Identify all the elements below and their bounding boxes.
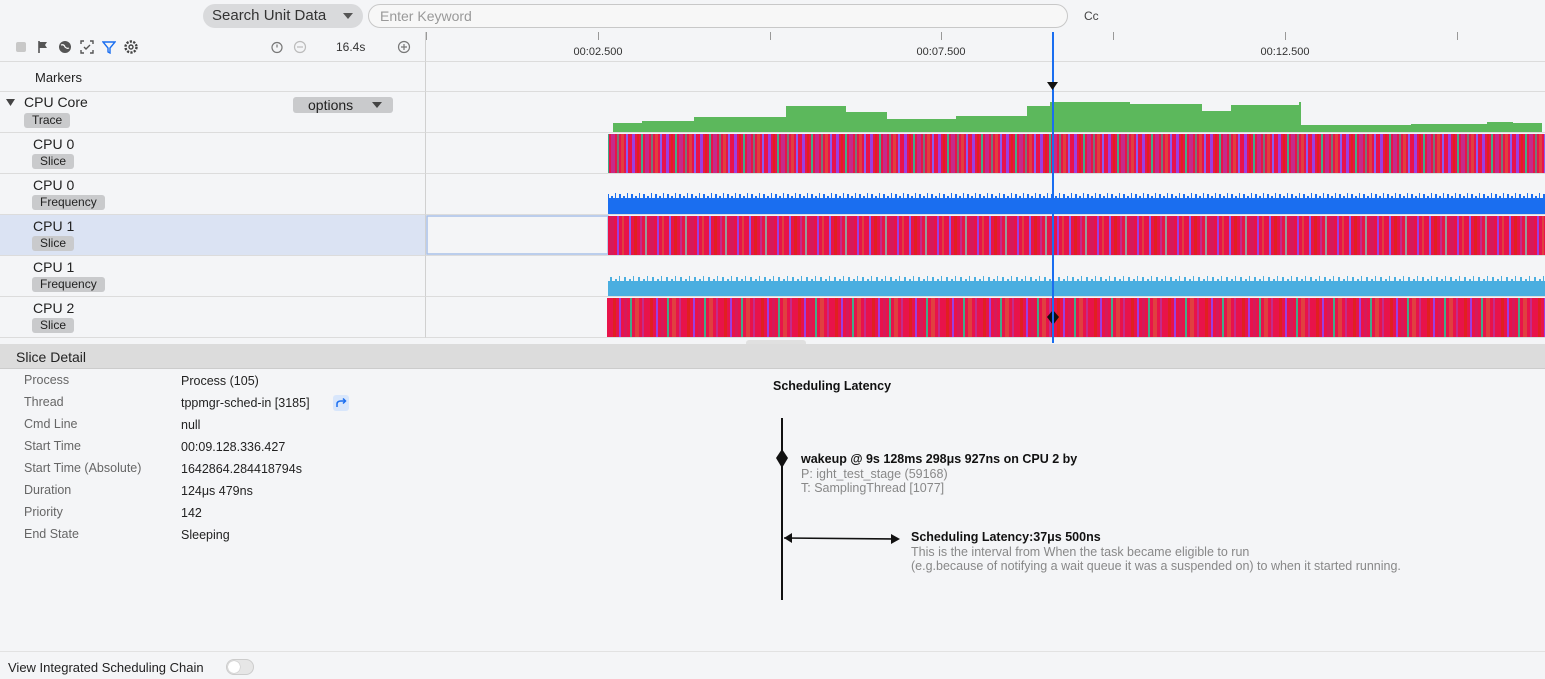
cpu1-slice-track[interactable] bbox=[426, 215, 1545, 256]
cpu-usage-track[interactable] bbox=[426, 92, 1545, 133]
slice-detail-header: Slice Detail bbox=[0, 344, 1545, 369]
match-case-toggle[interactable]: Cc bbox=[1084, 9, 1099, 23]
track-name: CPU 1 bbox=[33, 259, 75, 275]
cpu2-slice-track[interactable] bbox=[426, 297, 1545, 338]
collapse-icon[interactable] bbox=[6, 99, 16, 107]
field-key: Start Time bbox=[24, 439, 81, 453]
track-label-cpu1-slice[interactable]: CPU 1 Slice bbox=[0, 215, 426, 256]
field-key: End State bbox=[24, 527, 79, 541]
track-tag: Frequency bbox=[32, 277, 105, 292]
field-value: tppmgr-sched-in [3185] bbox=[181, 396, 310, 410]
field-key: Duration bbox=[24, 483, 72, 497]
field-value: 00:09.128.336.427 bbox=[181, 440, 286, 454]
time-ruler[interactable]: 00:02.500 00:07.500 00:12.500 bbox=[426, 32, 1545, 62]
track-label-cpu1-frequency[interactable]: CPU 1 Frequency bbox=[0, 256, 426, 297]
track-label-cpu0-frequency[interactable]: CPU 0 Frequency bbox=[0, 174, 426, 215]
search-input[interactable]: Enter Keyword bbox=[368, 4, 1068, 28]
wakeup-diamond-icon bbox=[776, 449, 788, 468]
track-toolbar: 16.4s bbox=[0, 32, 426, 62]
ruler-tick bbox=[941, 32, 942, 40]
trace-tag: Trace bbox=[24, 113, 71, 128]
field-value: 142 bbox=[181, 506, 202, 520]
ruler-tick-label: 00:12.500 bbox=[1260, 46, 1310, 58]
timer-icon[interactable] bbox=[270, 40, 284, 54]
slice-detail-title: Slice Detail bbox=[16, 349, 87, 365]
track-tag: Slice bbox=[32, 154, 75, 169]
ruler-tick-label: 00:07.500 bbox=[916, 46, 966, 58]
ruler-tick bbox=[598, 32, 599, 40]
markers-track[interactable] bbox=[426, 62, 1545, 92]
wakeup-label: wakeup @ 9s 128ms 298μs 927ns on CPU 2 b… bbox=[801, 452, 1078, 466]
scheduling-latency-title: Scheduling Latency bbox=[773, 379, 892, 393]
field-key: Process bbox=[24, 373, 70, 387]
search-unit-dropdown[interactable]: Search Unit Data bbox=[203, 4, 363, 28]
gear-icon[interactable] bbox=[124, 40, 138, 54]
track-name: CPU 1 bbox=[33, 218, 75, 234]
wakeup-thread: T: SamplingThread [1077] bbox=[801, 481, 945, 495]
ruler-tick bbox=[1285, 32, 1286, 40]
cpu0-frequency-track[interactable] bbox=[426, 174, 1545, 215]
chevron-down-icon bbox=[372, 102, 382, 108]
latency-description-2: (e.g.because of notifying a wait queue i… bbox=[911, 559, 1401, 573]
options-dropdown[interactable]: options bbox=[293, 97, 393, 113]
track-tag: Slice bbox=[32, 318, 75, 333]
field-key: Cmd Line bbox=[24, 417, 78, 431]
cpu-core-row-label[interactable]: CPU Core Trace options bbox=[0, 92, 426, 133]
chevron-down-icon bbox=[343, 13, 353, 19]
filter-icon[interactable] bbox=[101, 40, 117, 55]
field-value: 1642864.284418794s bbox=[181, 462, 302, 476]
screenshot-icon[interactable] bbox=[80, 40, 94, 54]
cpu1-frequency-track[interactable] bbox=[426, 256, 1545, 297]
cpu-core-title: CPU Core bbox=[24, 94, 88, 110]
scheduling-chain-label: View Integrated Scheduling Chain bbox=[8, 660, 204, 675]
stop-icon[interactable] bbox=[14, 40, 28, 54]
options-label: options bbox=[308, 97, 354, 113]
field-value: Sleeping bbox=[181, 528, 230, 542]
search-bar: Search Unit Data Enter Keyword Cc bbox=[0, 0, 1545, 32]
track-name: CPU 2 bbox=[33, 300, 75, 316]
field-key: Start Time (Absolute) bbox=[24, 461, 142, 475]
ruler-tick-label: 00:02.500 bbox=[573, 46, 623, 58]
scheduling-chain-toggle[interactable] bbox=[226, 659, 254, 675]
time-cursor-line[interactable] bbox=[1052, 32, 1054, 343]
field-value: null bbox=[181, 418, 201, 432]
field-key: Thread bbox=[24, 395, 64, 409]
field-value: Process (105) bbox=[181, 374, 259, 388]
scheduling-latency-diagram bbox=[776, 418, 900, 600]
zoom-level: 16.4s bbox=[336, 40, 366, 54]
latency-value: Scheduling Latency:37μs 500ns bbox=[911, 530, 1101, 544]
wakeup-process: P: ight_test_stage (59168) bbox=[801, 467, 948, 481]
track-label-cpu0-slice[interactable]: CPU 0 Slice bbox=[0, 133, 426, 174]
search-unit-label: Search Unit Data bbox=[212, 7, 327, 24]
track-tag: Frequency bbox=[32, 195, 105, 210]
track-name: CPU 0 bbox=[33, 136, 75, 152]
field-key: Priority bbox=[24, 505, 63, 519]
markers-label: Markers bbox=[35, 70, 82, 85]
cpu-usage-chart bbox=[613, 102, 1542, 132]
zoom-in-icon[interactable] bbox=[397, 40, 411, 54]
footer-bar: View Integrated Scheduling Chain bbox=[0, 651, 1545, 679]
track-label-cpu2-slice[interactable]: CPU 2 Slice bbox=[0, 297, 426, 338]
markers-row-label: Markers bbox=[0, 62, 426, 92]
cpu0-slice-track[interactable] bbox=[426, 133, 1545, 174]
slice-detail-panel: Process Process (105) Thread tppmgr-sche… bbox=[0, 369, 1545, 651]
globe-icon[interactable] bbox=[58, 40, 72, 54]
zoom-out-icon[interactable] bbox=[293, 40, 307, 54]
flag-icon[interactable] bbox=[36, 40, 50, 54]
jump-to-thread-icon[interactable] bbox=[333, 395, 349, 411]
latency-description-1: This is the interval from When the task … bbox=[911, 545, 1250, 559]
cursor-marker-icon[interactable] bbox=[1047, 82, 1059, 92]
track-tag: Slice bbox=[32, 236, 75, 251]
field-value: 124μs 479ns bbox=[181, 484, 253, 498]
track-name: CPU 0 bbox=[33, 177, 75, 193]
